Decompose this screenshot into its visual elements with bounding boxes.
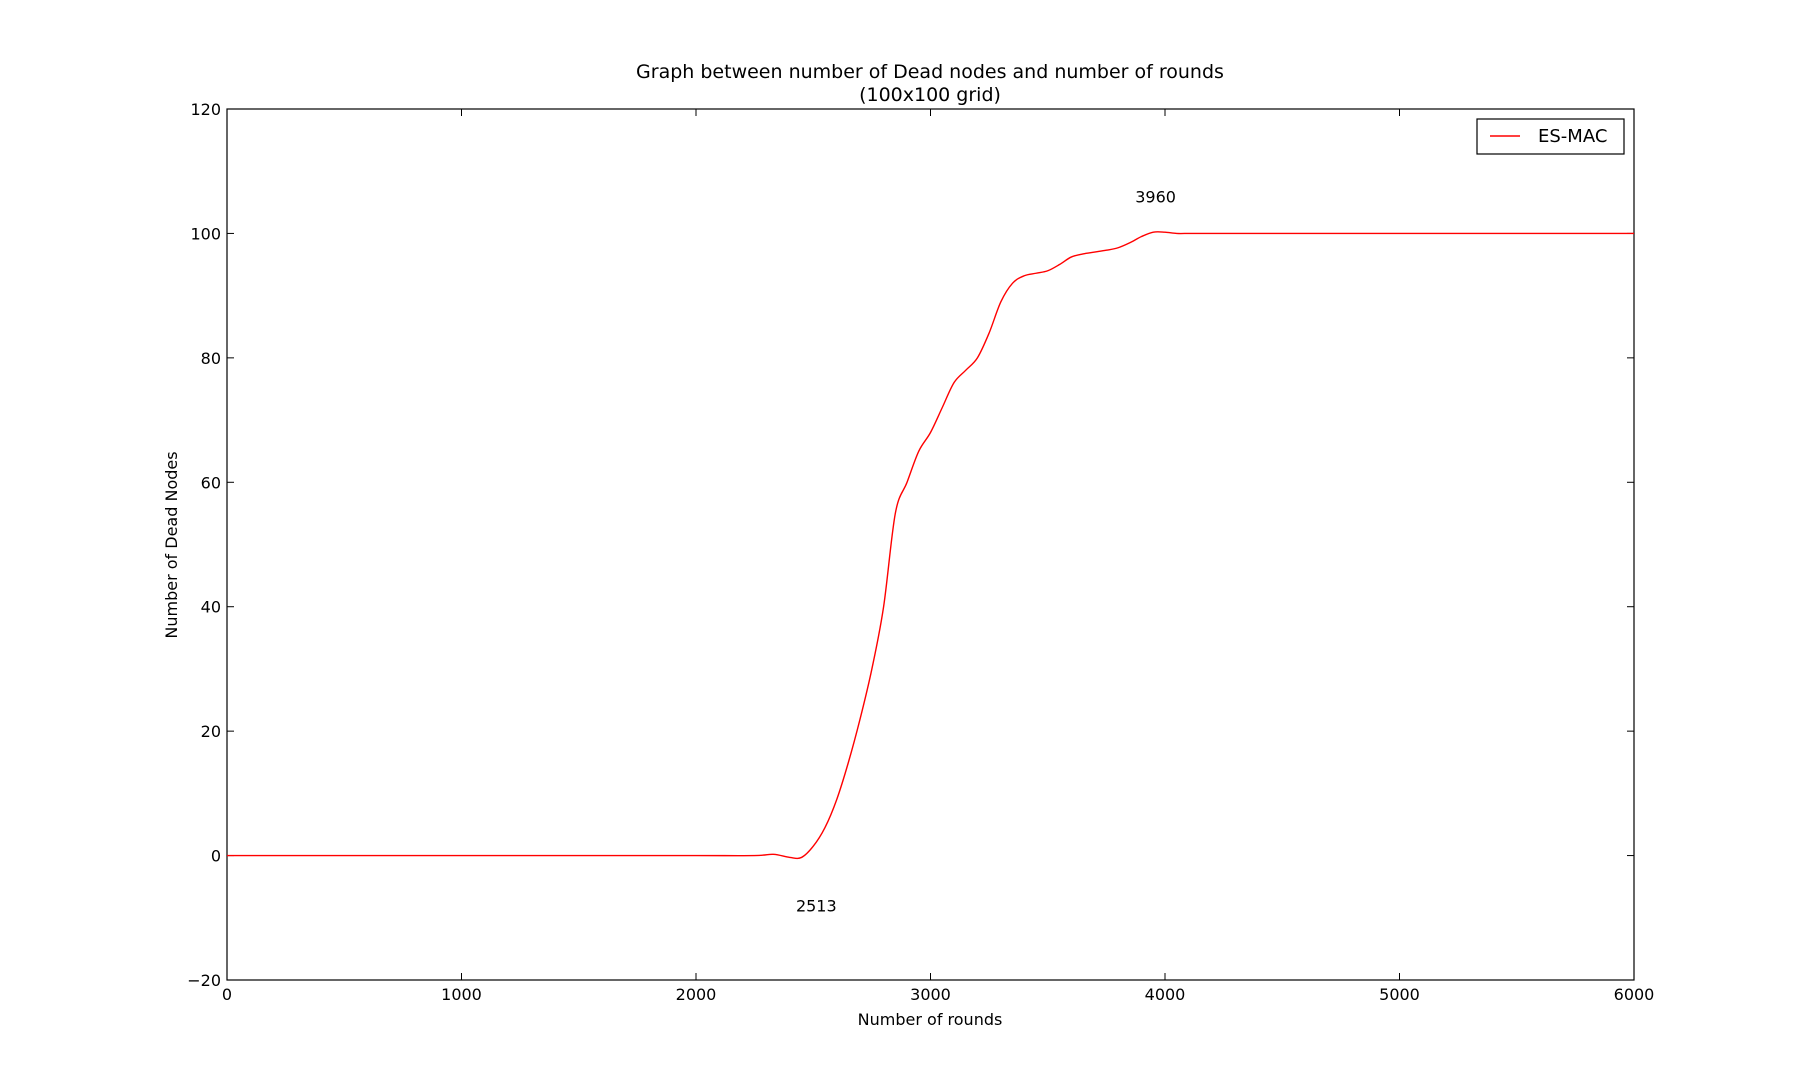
y-tick-label: 0: [211, 847, 221, 866]
x-axis-label: Number of rounds: [858, 1010, 1003, 1029]
plot-frame: [226, 108, 1635, 981]
y-tick-label: 80: [201, 349, 221, 368]
annotation-label: 2513: [796, 897, 837, 916]
y-tick-labels: −20 0 20 40 60 80 100 120: [187, 100, 221, 990]
annotations: 3960 2513: [796, 187, 1176, 915]
y-tick-label: −20: [187, 971, 221, 990]
x-tick-label: 5000: [1379, 985, 1420, 1004]
y-tick-label: 120: [190, 100, 221, 119]
y-tick-label: 40: [201, 598, 221, 617]
legend-label-es-mac: ES-MAC: [1538, 126, 1607, 147]
y-tick-label: 20: [201, 722, 221, 741]
x-tick-label: 2000: [676, 985, 717, 1004]
y-axis-label: Number of Dead Nodes: [162, 451, 181, 638]
chart-title: Graph between number of Dead nodes and n…: [636, 61, 1224, 83]
y-tick-label: 60: [201, 473, 221, 492]
axis-ticks: [226, 108, 1635, 981]
x-tick-label: 4000: [1145, 985, 1186, 1004]
y-tick-label: 100: [190, 224, 221, 243]
series-line-es-mac: [226, 231, 1634, 860]
chart-subtitle: (100x100 grid): [859, 84, 1001, 106]
annotation-label: 3960: [1135, 187, 1176, 206]
x-tick-label: 1000: [441, 985, 482, 1004]
legend: ES-MAC: [1476, 118, 1625, 155]
x-tick-labels: 0 1000 2000 3000 4000 5000 6000: [222, 985, 1654, 1004]
x-tick-label: 3000: [910, 985, 951, 1004]
x-tick-label: 0: [222, 985, 232, 1004]
x-tick-label: 6000: [1614, 985, 1655, 1004]
